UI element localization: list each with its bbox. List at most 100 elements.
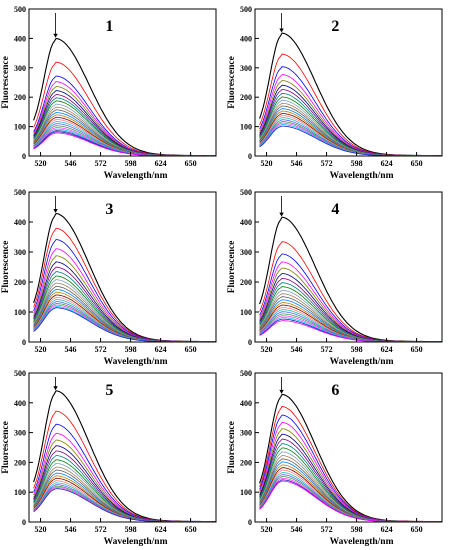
y-tick-label: 0 (248, 338, 252, 347)
x-tick-label: 572 (321, 159, 333, 168)
x-tick-label: 572 (321, 345, 333, 354)
x-tick-label: 572 (321, 525, 333, 534)
y-tick-label: 500 (240, 188, 252, 197)
plot-frame (254, 8, 443, 157)
x-tick-label: 650 (185, 345, 197, 354)
series-group (259, 32, 442, 156)
y-tick-label: 200 (240, 458, 252, 467)
x-tick-label: 598 (351, 525, 363, 534)
x-tick-label: 624 (155, 159, 167, 168)
chart-panel-6: 520 546 572 598 624 650 0 100 200 300 400 500 Wavele… (227, 369, 443, 547)
y-tick-label: 400 (240, 399, 252, 408)
arrow-head (279, 212, 284, 217)
panel-number: 2 (331, 18, 339, 35)
arrow-icon (279, 13, 284, 33)
y-tick-label: 300 (240, 248, 252, 257)
series-group (33, 37, 216, 156)
x-tick-label: 624 (381, 525, 393, 534)
series-group (33, 390, 216, 522)
plot-frame (254, 191, 443, 343)
arrow-head (279, 389, 284, 394)
series-line-3 (33, 423, 216, 522)
x-tick-label: 546 (291, 525, 303, 534)
x-tick-label: 598 (351, 345, 363, 354)
y-tick-label: 500 (14, 5, 26, 14)
x-tick-label: 520 (261, 345, 273, 354)
y-axis-title: Fluorescence (227, 56, 237, 109)
y-tick-label: 500 (240, 5, 252, 14)
y-tick-label: 200 (240, 93, 252, 102)
series-line-1 (33, 212, 216, 342)
series-line-4 (33, 81, 216, 156)
panel-number: 3 (105, 201, 113, 218)
plot-frame (28, 8, 217, 157)
y-axis-title: Fluorescence (1, 421, 11, 474)
y-tick-label: 100 (14, 123, 26, 132)
x-tick-label: 598 (125, 159, 137, 168)
y-tick-label: 100 (240, 123, 252, 132)
y-tick-label: 300 (14, 64, 26, 73)
panel-number: 1 (105, 18, 113, 35)
x-axis-title: Wavelength/nm (330, 171, 394, 181)
x-tick-label: 520 (35, 525, 47, 534)
x-tick-label: 624 (381, 345, 393, 354)
x-tick-label: 650 (185, 159, 197, 168)
panel-number: 5 (105, 382, 113, 399)
y-tick-label: 0 (248, 152, 252, 161)
y-tick-label: 500 (14, 188, 26, 197)
y-tick-label: 200 (240, 278, 252, 287)
arrow-icon (279, 377, 284, 394)
chart-panel-3: 520 546 572 598 624 650 0 100 200 300 400 500 Wavele… (1, 188, 217, 367)
x-tick-label: 546 (291, 345, 303, 354)
y-tick-label: 0 (22, 338, 26, 347)
y-tick-label: 0 (22, 518, 26, 527)
x-tick-label: 650 (411, 159, 423, 168)
chart-panel-4: 520 546 572 598 624 650 0 100 200 300 400 500 Wavele… (227, 188, 443, 367)
x-tick-label: 598 (125, 345, 137, 354)
x-axis-title: Wavelength/nm (330, 357, 394, 367)
y-tick-label: 500 (14, 369, 26, 378)
y-tick-label: 400 (14, 34, 26, 43)
series-group (33, 212, 216, 342)
series-group (259, 393, 442, 522)
y-tick-label: 400 (14, 399, 26, 408)
y-tick-label: 300 (240, 429, 252, 438)
arrow-head (279, 28, 284, 33)
x-tick-label: 650 (185, 525, 197, 534)
y-tick-label: 300 (14, 248, 26, 257)
series-line-1 (259, 393, 442, 522)
x-tick-label: 572 (95, 525, 107, 534)
x-tick-label: 572 (95, 159, 107, 168)
y-tick-label: 200 (14, 458, 26, 467)
plot-frame (254, 372, 443, 523)
series-line-4 (259, 421, 442, 522)
x-tick-label: 520 (261, 525, 273, 534)
series-line-3 (259, 66, 442, 156)
y-tick-label: 100 (240, 308, 252, 317)
arrow-head (53, 209, 58, 213)
x-tick-label: 546 (65, 345, 77, 354)
arrow-icon (53, 13, 58, 38)
x-axis-title: Wavelength/nm (104, 357, 168, 367)
y-axis-title: Fluorescence (1, 56, 11, 109)
x-tick-label: 598 (125, 525, 137, 534)
y-axis-title: Fluorescence (1, 241, 11, 294)
x-tick-label: 572 (95, 345, 107, 354)
series-line-1 (33, 37, 216, 156)
y-tick-label: 200 (14, 93, 26, 102)
chart-panel-1: 520 546 572 598 624 650 0 100 200 300 400 500 Wavele… (1, 5, 217, 181)
chart-panel-2: 520 546 572 598 624 650 0 100 200 300 400 500 Wavele… (227, 5, 443, 181)
arrow-head (53, 33, 58, 38)
y-tick-label: 100 (14, 488, 26, 497)
arrow-head (53, 386, 58, 391)
y-tick-label: 100 (240, 488, 252, 497)
y-tick-label: 400 (240, 218, 252, 227)
y-tick-label: 500 (240, 369, 252, 378)
x-axis-title: Wavelength/nm (104, 171, 168, 181)
x-tick-label: 624 (155, 525, 167, 534)
y-tick-label: 300 (240, 64, 252, 73)
y-tick-label: 400 (240, 34, 252, 43)
arrow-icon (279, 196, 284, 217)
x-axis-title: Wavelength/nm (330, 537, 394, 547)
